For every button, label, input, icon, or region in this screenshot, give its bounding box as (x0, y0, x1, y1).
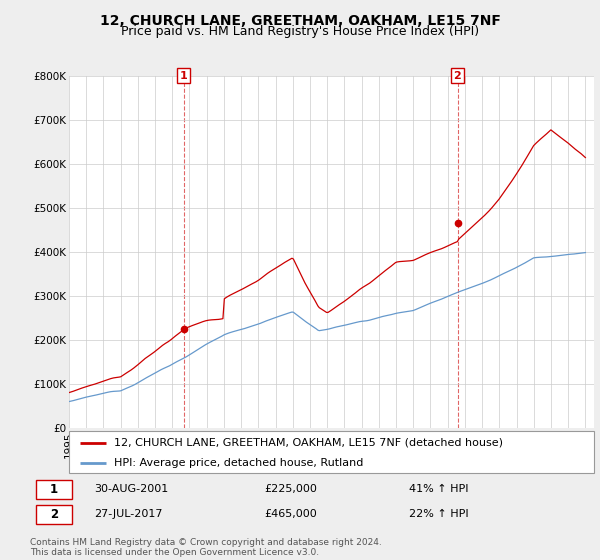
Text: 12, CHURCH LANE, GREETHAM, OAKHAM, LE15 7NF (detached house): 12, CHURCH LANE, GREETHAM, OAKHAM, LE15 … (113, 438, 503, 448)
Text: Contains HM Land Registry data © Crown copyright and database right 2024.
This d: Contains HM Land Registry data © Crown c… (30, 538, 382, 557)
Text: £465,000: £465,000 (265, 509, 317, 519)
Text: £225,000: £225,000 (265, 484, 317, 494)
Text: 2: 2 (50, 508, 58, 521)
Text: 1: 1 (180, 71, 188, 81)
Text: 22% ↑ HPI: 22% ↑ HPI (409, 509, 469, 519)
Text: HPI: Average price, detached house, Rutland: HPI: Average price, detached house, Rutl… (113, 458, 363, 468)
Text: 27-JUL-2017: 27-JUL-2017 (94, 509, 163, 519)
FancyBboxPatch shape (35, 480, 72, 499)
FancyBboxPatch shape (35, 505, 72, 524)
Text: 1: 1 (50, 483, 58, 496)
Text: Price paid vs. HM Land Registry's House Price Index (HPI): Price paid vs. HM Land Registry's House … (121, 25, 479, 38)
Text: 12, CHURCH LANE, GREETHAM, OAKHAM, LE15 7NF: 12, CHURCH LANE, GREETHAM, OAKHAM, LE15 … (100, 14, 500, 28)
Text: 41% ↑ HPI: 41% ↑ HPI (409, 484, 469, 494)
Text: 30-AUG-2001: 30-AUG-2001 (94, 484, 169, 494)
FancyBboxPatch shape (69, 431, 594, 473)
Text: 2: 2 (454, 71, 461, 81)
